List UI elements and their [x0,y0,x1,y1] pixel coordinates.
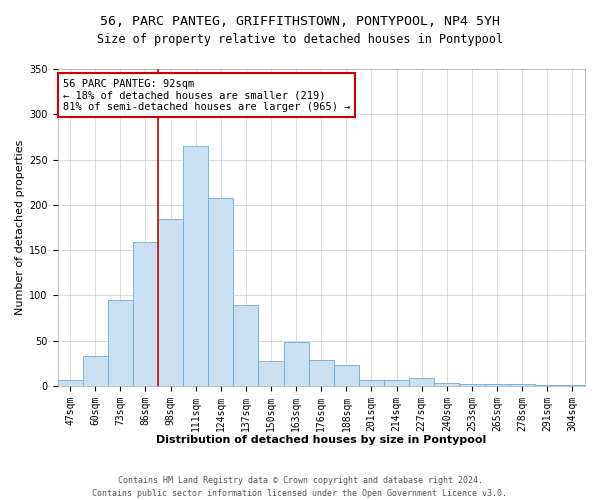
Bar [308,360,334,386]
Y-axis label: Number of detached properties: Number of detached properties [15,140,25,315]
Bar [133,242,158,386]
Bar [535,385,560,386]
Bar [460,384,485,386]
Bar [560,385,585,386]
Text: 56, PARC PANTEG, GRIFFITHSTOWN, PONTYPOOL, NP4 5YH: 56, PARC PANTEG, GRIFFITHSTOWN, PONTYPOO… [100,15,500,28]
Bar [359,380,384,386]
Bar [233,306,259,386]
Bar [83,356,108,386]
Bar [58,380,83,386]
Bar [208,198,233,386]
Bar [485,384,509,386]
Bar [409,378,434,386]
Bar [284,342,308,386]
Text: 56 PARC PANTEG: 92sqm
← 18% of detached houses are smaller (219)
81% of semi-det: 56 PARC PANTEG: 92sqm ← 18% of detached … [63,78,350,112]
Bar [509,384,535,386]
Text: Size of property relative to detached houses in Pontypool: Size of property relative to detached ho… [97,32,503,46]
Bar [108,300,133,386]
Bar [434,383,460,386]
Bar [183,146,208,386]
Text: Contains HM Land Registry data © Crown copyright and database right 2024.
Contai: Contains HM Land Registry data © Crown c… [92,476,508,498]
X-axis label: Distribution of detached houses by size in Pontypool: Distribution of detached houses by size … [156,435,487,445]
Bar [384,380,409,386]
Bar [158,220,183,386]
Bar [259,360,284,386]
Bar [334,365,359,386]
